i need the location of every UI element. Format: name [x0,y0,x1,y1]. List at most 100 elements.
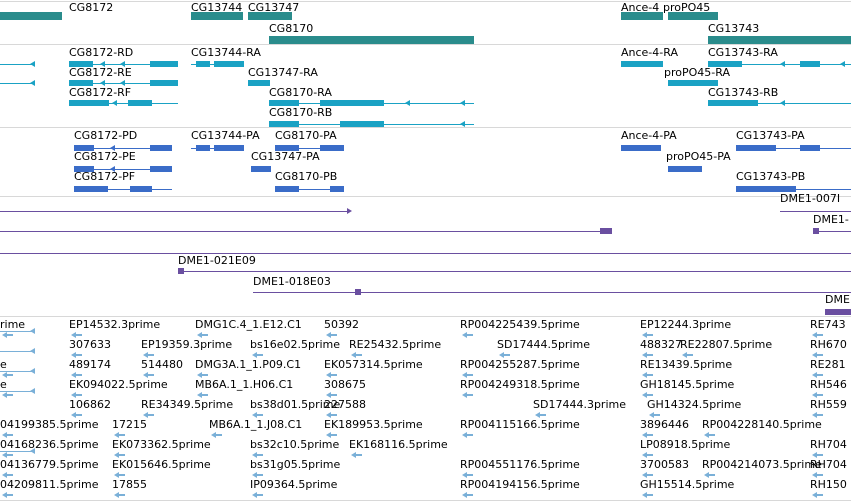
est-label[interactable]: RP004551176.5prime [460,458,580,471]
est-label[interactable]: EP19359.3prime [141,338,233,351]
est-label[interactable]: RP004225439.5prime [460,318,580,331]
est-arrow-icon [642,332,647,338]
est-label[interactable]: 3896446 [640,418,689,431]
est-segment [709,474,715,476]
est-label[interactable]: SD17444.3prime [533,398,626,411]
est-label[interactable]: 489174 [69,358,111,371]
est-label[interactable]: RP004194156.5prime [460,478,580,491]
est-label[interactable]: EP12244.3prime [640,318,732,331]
est-arrow-icon [642,472,647,478]
est-label[interactable]: RP004115166.5prime [460,418,580,431]
est-label[interactable]: EK189953.5prime [324,418,423,431]
est-label[interactable]: EP14532.3prime [69,318,161,331]
feature-segment [800,61,820,67]
est-arrow-icon [649,412,654,418]
est-label[interactable]: DMG3A.1_1.P09.C1 [195,358,302,371]
est-label[interactable]: EK057314.5prime [324,358,423,371]
feature-segment [214,61,244,67]
est-label[interactable]: RE25432.5prime [349,338,442,351]
est-segment [119,474,125,476]
est-label[interactable]: EK073362.5prime [112,438,211,451]
est-segment [647,334,653,336]
est-arrow-icon [2,432,7,438]
est-segment [817,454,823,456]
feature-line [813,231,851,232]
direction-arrow-icon [110,145,115,151]
est-arrow-icon [812,492,817,498]
feature-line [69,103,178,104]
est-label[interactable]: EK094022.5prime [69,378,168,391]
est-label[interactable]: GH15514.5prime [640,478,735,491]
est-arrow-icon [197,392,202,398]
est-segment [331,434,337,436]
est-label[interactable]: 307633 [69,338,111,351]
est-label[interactable]: RH670 [810,338,847,351]
feature-label: CG8172-RD [69,46,134,59]
est-label[interactable]: MB6A.1_1.J08.C1 [209,418,303,431]
est-label[interactable]: RH559 [810,398,847,411]
est-label[interactable]: 17855 [112,478,147,491]
est-arrow-icon [197,372,202,378]
feature-segment [320,100,384,106]
est-label[interactable]: bs38d01.5prime [250,398,341,411]
est-label[interactable]: 488327 [640,338,682,351]
est-label[interactable]: rime [0,318,26,331]
est-segment [148,354,154,356]
feature-label: proPO45-RA [664,66,730,79]
est-label[interactable]: 514480 [141,358,183,371]
est-label[interactable]: RE743 [810,318,846,331]
est-label[interactable]: 106862 [69,398,111,411]
est-label[interactable]: RP004214073.5prime [702,458,822,471]
est-arrow-icon [351,352,356,358]
est-label[interactable]: bs16e02.5prime [250,338,341,351]
est-label[interactable]: RH546 [810,378,847,391]
est-label[interactable]: e [0,378,7,391]
est-segment [654,414,660,416]
direction-arrow-icon [347,208,352,214]
est-label[interactable]: RH704 [810,438,847,451]
est-label[interactable]: DMG1C.4_1.E12.C1 [195,318,302,331]
est-label[interactable]: 17215 [112,418,147,431]
feature-segment [130,186,152,192]
est-label[interactable]: RP004249318.5prime [460,378,580,391]
est-label[interactable]: 3700583 [640,458,689,471]
est-segment [148,414,154,416]
est-label[interactable]: RE13439.5prime [640,358,733,371]
est-label[interactable]: 04168236.5prime [0,438,99,451]
est-label[interactable]: RH704 [810,458,847,471]
est-label[interactable]: IP09364.5prime [250,478,338,491]
est-label[interactable]: EK015646.5prime [112,458,211,471]
est-label[interactable]: RH150 [810,478,847,491]
feature-segment [355,289,361,295]
est-label[interactable]: 308675 [324,378,366,391]
est-label[interactable]: bs31g05.5prime [250,458,341,471]
est-label[interactable]: RP004228140.5prime [702,418,822,431]
est-arrow-icon [252,492,257,498]
est-label[interactable]: RP004255287.5prime [460,358,580,371]
est-segment [467,334,473,336]
est-label[interactable]: RE281 [810,358,846,371]
est-label[interactable]: e [0,358,7,371]
est-label[interactable]: GH14324.5prime [647,398,742,411]
est-label[interactable]: MB6A.1_1.H06.C1 [195,378,294,391]
est-arrow-icon [114,452,119,458]
est-label[interactable]: SD17444.5prime [497,338,590,351]
est-arrow-icon [642,452,647,458]
est-label[interactable]: GH18145.5prime [640,378,735,391]
est-label[interactable]: LP08918.5prime [640,438,731,451]
est-label[interactable]: RE22807.5prime [680,338,773,351]
est-label[interactable]: 04136779.5prime [0,458,99,471]
est-arrow-icon [642,492,647,498]
feature-label: CG13743-RB [708,86,779,99]
est-label[interactable]: 04199385.5prime [0,418,99,431]
est-segment [119,494,125,496]
est-label[interactable]: EK168116.5prime [349,438,448,451]
est-label[interactable]: 50392 [324,318,359,331]
track-divider [0,196,851,197]
est-label[interactable]: 04209811.5prime [0,478,99,491]
est-label[interactable]: 227588 [324,398,366,411]
est-segment [647,454,653,456]
est-label[interactable]: bs32c10.5prime [250,438,340,451]
est-label[interactable]: RE34349.5prime [141,398,234,411]
